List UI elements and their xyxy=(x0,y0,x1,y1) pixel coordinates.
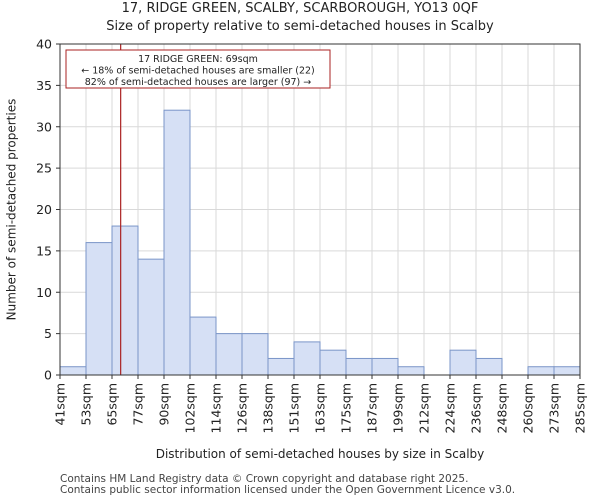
annotation-line: ← 18% of semi-detached houses are smalle… xyxy=(81,66,315,77)
annotation-line: 17 RIDGE GREEN: 69sqm xyxy=(138,54,258,65)
x-tick-label: 65sqm xyxy=(105,383,120,426)
y-tick-label: 5 xyxy=(44,326,52,341)
y-tick-label: 25 xyxy=(36,161,52,176)
x-tick-label: 102sqm xyxy=(183,383,198,433)
x-tick-label: 77sqm xyxy=(131,383,146,426)
annotation-frame xyxy=(65,49,331,89)
x-tick-label: 41sqm xyxy=(53,383,68,426)
x-tick-label: 138sqm xyxy=(261,383,276,433)
chart-title: 17, RIDGE GREEN, SCALBY, SCARBOROUGH, YO… xyxy=(121,1,479,16)
bar xyxy=(163,109,191,376)
x-tick-label: 224sqm xyxy=(443,383,458,433)
bar xyxy=(319,349,347,376)
x-tick-label: 273sqm xyxy=(547,383,562,433)
bar xyxy=(293,341,321,376)
x-tick-label: 114sqm xyxy=(209,383,224,433)
y-tick-label: 20 xyxy=(36,202,52,217)
bar xyxy=(59,366,87,376)
x-tick-label: 199sqm xyxy=(391,383,406,433)
footer-copyright: Contains HM Land Registry data © Crown c… xyxy=(60,473,469,485)
bar xyxy=(345,357,373,376)
y-tick-label: 0 xyxy=(44,368,52,383)
y-axis-ticks: 0 5 10 15 20 25 30 35 40 xyxy=(36,37,60,383)
bar xyxy=(137,258,165,376)
x-tick-label: 53sqm xyxy=(79,383,94,426)
chart-svg: 0 5 10 15 20 25 30 35 40 41sqm 53sqm 65sqm 77sqm 90s… xyxy=(5,37,588,462)
bar xyxy=(85,242,113,376)
bar xyxy=(449,349,477,376)
x-tick-label: 236sqm xyxy=(469,383,484,433)
y-tick-label: 10 xyxy=(36,285,52,300)
bar xyxy=(371,357,399,376)
footer-licence: Contains public sector information licen… xyxy=(60,484,516,496)
x-tick-label: 248sqm xyxy=(495,383,510,433)
annotation-box: 17 RIDGE GREEN: 69sqm← 18% of semi-detac… xyxy=(65,49,331,89)
x-tick-label: 163sqm xyxy=(313,383,328,433)
x-tick-label: 151sqm xyxy=(287,383,302,433)
y-tick-label: 40 xyxy=(36,37,52,52)
bar xyxy=(267,357,295,376)
y-axis-label: Number of semi-detached properties xyxy=(5,99,19,321)
bar xyxy=(553,366,581,376)
x-axis-label: Distribution of semi-detached houses by … xyxy=(156,447,485,461)
x-tick-label: 212sqm xyxy=(417,383,432,433)
bar xyxy=(475,357,503,376)
y-tick-label: 35 xyxy=(36,78,52,93)
y-tick-label: 15 xyxy=(36,243,52,258)
x-tick-label: 90sqm xyxy=(157,383,172,426)
bars xyxy=(59,109,581,376)
x-tick-label: 175sqm xyxy=(339,383,354,433)
y-tick-label: 30 xyxy=(36,119,52,134)
bar xyxy=(189,316,217,376)
bar xyxy=(111,225,139,376)
x-tick-label: 126sqm xyxy=(235,383,250,433)
bar xyxy=(397,366,425,376)
annotation-line: 82% of semi-detached houses are larger (… xyxy=(85,77,312,88)
x-axis-ticks: 41sqm 53sqm 65sqm 77sqm 90sqm 102sqm 114sqm 126… xyxy=(53,375,588,433)
bar xyxy=(241,333,269,376)
x-tick-label: 187sqm xyxy=(365,383,380,433)
bar xyxy=(527,366,555,376)
x-tick-label: 260sqm xyxy=(521,383,536,433)
x-tick-label: 285sqm xyxy=(573,383,588,433)
bar xyxy=(215,333,243,376)
chart-subtitle: Size of property relative to semi-detach… xyxy=(106,19,494,34)
